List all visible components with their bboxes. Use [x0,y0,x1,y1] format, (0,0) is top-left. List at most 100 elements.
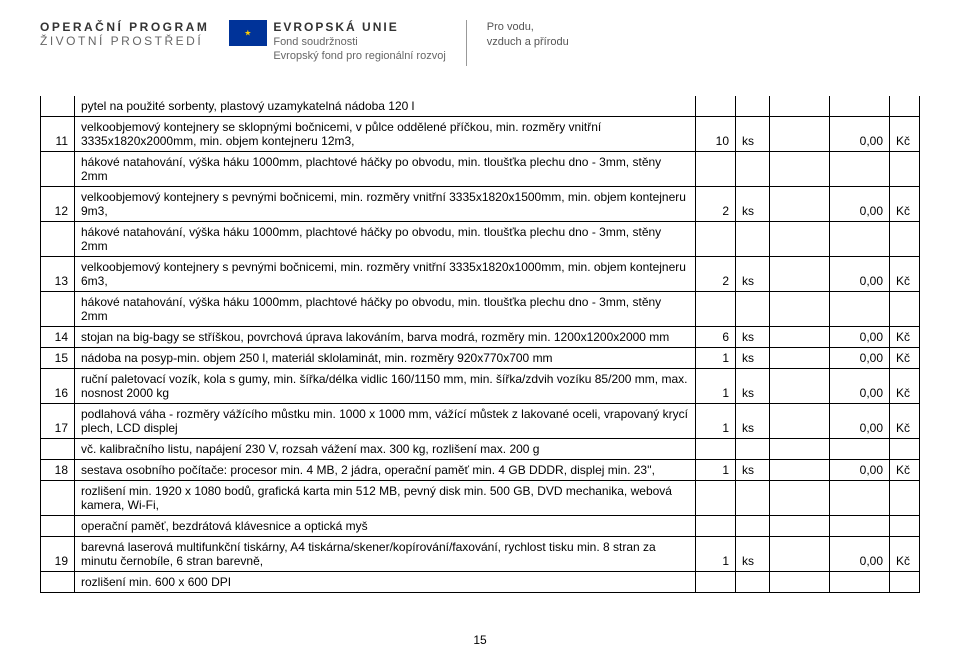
row-qty: 1 [696,348,736,369]
row-currency [890,439,920,460]
row-qty: 6 [696,327,736,348]
row-blank [770,187,830,222]
table-row-extra: rozlišení min. 600 x 600 DPI [41,572,920,593]
row-description: velkoobjemový kontejnery s pevnými bočni… [75,257,696,292]
row-unit: ks [736,348,770,369]
row-description: barevná laserová multifunkční tiskárny, … [75,537,696,572]
row-price [830,292,890,327]
row-blank [770,460,830,481]
row-description: sestava osobního počítače: procesor min.… [75,460,696,481]
row-price: 0,00 [830,117,890,152]
row-price: 0,00 [830,257,890,292]
header-divider [466,20,467,66]
row-number [41,222,75,257]
row-price [830,516,890,537]
row-qty [696,222,736,257]
program-logo-line2: ŽIVOTNÍ PROSTŘEDÍ [40,34,209,48]
row-blank [770,404,830,439]
eu-subtitle-2: Evropský fond pro regionální rozvoj [273,50,445,62]
row-number: 16 [41,369,75,404]
table-row-extra: hákové natahování, výška háku 1000mm, pl… [41,292,920,327]
row-currency: Kč [890,187,920,222]
document-header: OPERAČNÍ PROGRAM ŽIVOTNÍ PROSTŘEDÍ EVROP… [40,20,920,66]
row-unit: ks [736,537,770,572]
row-number [41,572,75,593]
row-blank [770,222,830,257]
row-blank [770,292,830,327]
tagline-block: Pro vodu, vzduch a přírodu [487,20,569,51]
row-qty: 1 [696,460,736,481]
row-price: 0,00 [830,404,890,439]
row-number: 14 [41,327,75,348]
eu-subtitle-1: Fond soudržnosti [273,36,445,48]
row-price [830,96,890,117]
row-unit: ks [736,187,770,222]
row-price: 0,00 [830,348,890,369]
row-currency: Kč [890,369,920,404]
row-description-extra: hákové natahování, výška háku 1000mm, pl… [75,222,696,257]
page-number: 15 [40,633,920,647]
row-blank [770,327,830,348]
row-qty [696,439,736,460]
row-unit [736,152,770,187]
row-description-extra: rozlišení min. 600 x 600 DPI [75,572,696,593]
row-qty: 10 [696,117,736,152]
row-unit: ks [736,460,770,481]
table-row-extra: rozlišení min. 1920 x 1080 bodů, grafick… [41,481,920,516]
table-row: 11velkoobjemový kontejnery se sklopnými … [41,117,920,152]
row-price [830,481,890,516]
row-currency: Kč [890,117,920,152]
row-price [830,572,890,593]
row-number [41,439,75,460]
row-qty: 1 [696,369,736,404]
row-unit [736,96,770,117]
row-blank [770,369,830,404]
row-blank [770,516,830,537]
eu-title: EVROPSKÁ UNIE [273,20,445,34]
row-qty [696,96,736,117]
row-description: pytel na použité sorbenty, plastový uzam… [75,96,696,117]
row-unit [736,292,770,327]
row-price [830,222,890,257]
row-blank [770,257,830,292]
row-qty: 2 [696,187,736,222]
row-qty: 1 [696,537,736,572]
row-description-extra: vč. kalibračního listu, napájení 230 V, … [75,439,696,460]
eu-logo-block: EVROPSKÁ UNIE Fond soudržnosti Evropský … [229,20,445,62]
row-unit [736,481,770,516]
row-currency [890,96,920,117]
row-currency [890,222,920,257]
row-currency: Kč [890,404,920,439]
row-currency [890,481,920,516]
row-number [41,516,75,537]
row-number [41,96,75,117]
row-qty: 2 [696,257,736,292]
row-currency [890,516,920,537]
table-row: 18sestava osobního počítače: procesor mi… [41,460,920,481]
row-currency: Kč [890,460,920,481]
row-currency [890,572,920,593]
row-description-extra: operační paměť, bezdrátová klávesnice a … [75,516,696,537]
row-description-extra: rozlišení min. 1920 x 1080 bodů, grafick… [75,481,696,516]
row-unit: ks [736,369,770,404]
table-row: 16ruční paletovací vozík, kola s gumy, m… [41,369,920,404]
row-currency [890,152,920,187]
tagline-1: Pro vodu, [487,20,569,35]
eu-flag-icon [229,20,267,46]
row-number: 19 [41,537,75,572]
items-table: pytel na použité sorbenty, plastový uzam… [40,96,920,593]
row-qty [696,481,736,516]
row-blank [770,439,830,460]
row-unit [736,222,770,257]
row-currency: Kč [890,537,920,572]
table-row-extra: hákové natahování, výška háku 1000mm, pl… [41,152,920,187]
row-blank [770,117,830,152]
program-logo: OPERAČNÍ PROGRAM ŽIVOTNÍ PROSTŘEDÍ [40,20,209,48]
table-row-extra: vč. kalibračního listu, napájení 230 V, … [41,439,920,460]
row-description: stojan na big-bagy se stříškou, povrchov… [75,327,696,348]
row-unit [736,439,770,460]
row-price: 0,00 [830,369,890,404]
row-price [830,439,890,460]
row-blank [770,537,830,572]
row-qty [696,292,736,327]
